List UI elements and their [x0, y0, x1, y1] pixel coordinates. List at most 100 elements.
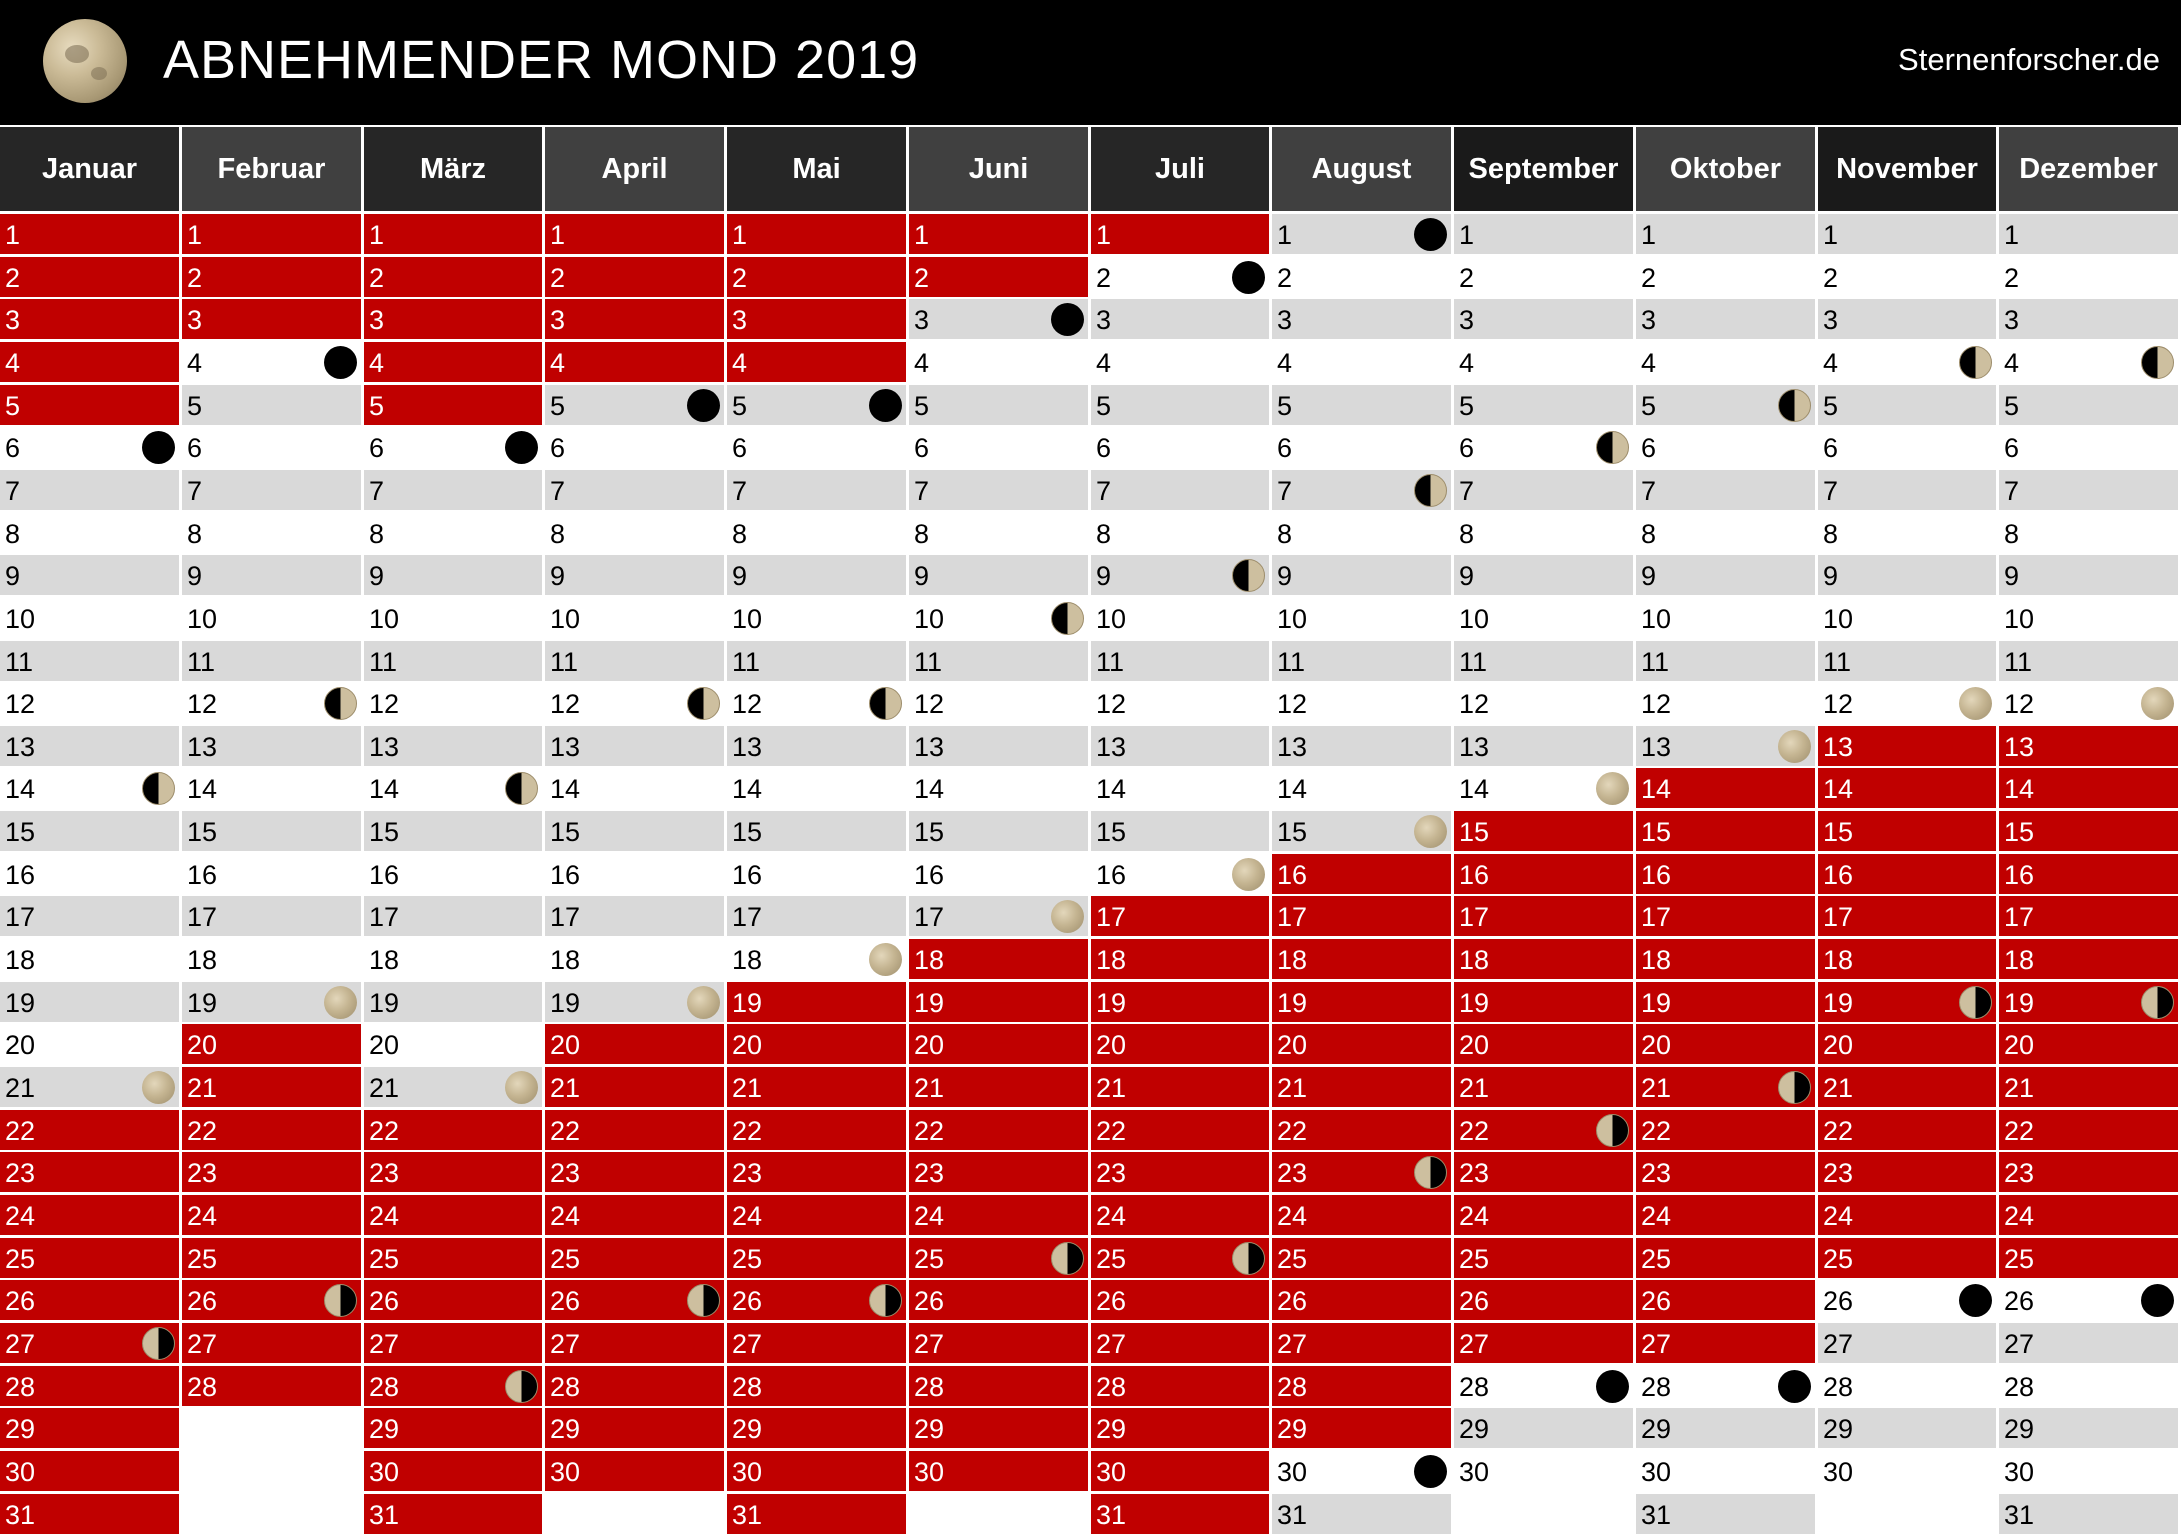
day-cell: 5 [909, 385, 1088, 425]
day-cell: 12 [727, 683, 906, 723]
day-number: 28 [369, 1372, 400, 1402]
day-cell: 9 [1454, 555, 1633, 595]
day-number: 16 [187, 860, 218, 890]
day-number: 29 [550, 1414, 581, 1444]
day-cell: 18 [1454, 939, 1633, 979]
day-number: 23 [369, 1158, 400, 1188]
day-number: 14 [550, 774, 581, 804]
day-number: 6 [914, 433, 930, 463]
day-number: 26 [2004, 1286, 2035, 1316]
day-number: 16 [1459, 860, 1490, 890]
day-cell: 19 [0, 982, 179, 1022]
day-number: 4 [1641, 348, 1657, 378]
full-moon-icon [142, 1071, 175, 1104]
day-number: 8 [1823, 519, 1839, 549]
day-cell: 17 [545, 896, 724, 936]
day-number: 3 [1823, 305, 1839, 335]
day-cell: 29 [909, 1408, 1088, 1448]
day-number: 1 [550, 220, 566, 250]
day-number: 5 [187, 391, 203, 421]
day-cell: 9 [182, 555, 361, 595]
day-cell: 16 [909, 854, 1088, 894]
day-cell: 16 [364, 854, 542, 894]
day-cell: 8 [1999, 513, 2178, 553]
day-number: 24 [732, 1201, 763, 1231]
day-number: 5 [1096, 391, 1112, 421]
day-number: 7 [1459, 476, 1475, 506]
day-cell: 17 [1091, 896, 1269, 936]
day-cell: 4 [909, 342, 1088, 382]
day-number: 17 [187, 902, 218, 932]
day-cell: 5 [545, 385, 724, 425]
day-cell: 14 [1999, 768, 2178, 808]
day-number: 5 [5, 391, 21, 421]
day-cell: 27 [182, 1323, 361, 1363]
day-cell: 12 [1454, 683, 1633, 723]
day-number: 7 [914, 476, 930, 506]
day-number: 24 [1459, 1201, 1490, 1231]
day-cell: 22 [1454, 1110, 1633, 1150]
day-number: 28 [1459, 1372, 1490, 1402]
day-number: 17 [1641, 902, 1672, 932]
day-cell: 11 [909, 641, 1088, 681]
day-number: 20 [1823, 1030, 1854, 1060]
day-number: 21 [1823, 1073, 1854, 1103]
day-cell: 15 [545, 811, 724, 851]
day-number: 16 [1641, 860, 1672, 890]
day-number: 16 [5, 860, 36, 890]
day-cell: 21 [182, 1067, 361, 1107]
day-number: 30 [914, 1457, 945, 1487]
day-cell: 27 [545, 1323, 724, 1363]
day-cell: 3 [182, 299, 361, 339]
day-cell: 12 [1636, 683, 1815, 723]
day-number: 8 [550, 519, 566, 549]
day-cell: 6 [364, 427, 542, 467]
first-quarter-icon [869, 687, 902, 720]
day-number: 29 [1096, 1414, 1127, 1444]
day-number: 31 [1641, 1500, 1672, 1530]
day-number: 23 [550, 1158, 581, 1188]
day-number: 19 [732, 988, 763, 1018]
day-cell: 29 [1636, 1408, 1815, 1448]
day-cell: 9 [1636, 555, 1815, 595]
day-cell: 5 [1818, 385, 1996, 425]
day-cell: 13 [545, 726, 724, 766]
day-cell: 21 [1818, 1067, 1996, 1107]
day-number: 11 [2004, 647, 2033, 677]
day-cell: 13 [1999, 726, 2178, 766]
day-number: 11 [1277, 647, 1306, 677]
day-number: 26 [1277, 1286, 1308, 1316]
day-cell: 12 [1999, 683, 2178, 723]
day-number: 30 [1823, 1457, 1854, 1487]
day-number: 1 [1459, 220, 1475, 250]
day-number: 7 [732, 476, 748, 506]
day-number: 30 [550, 1457, 581, 1487]
day-cell: 2 [364, 257, 542, 297]
day-cell: 11 [1454, 641, 1633, 681]
day-number: 13 [1823, 732, 1854, 762]
day-number: 23 [732, 1158, 763, 1188]
day-number: 18 [550, 945, 581, 975]
day-number: 13 [2004, 732, 2035, 762]
day-number: 10 [5, 604, 36, 634]
day-cell: 7 [727, 470, 906, 510]
day-number: 23 [1823, 1158, 1854, 1188]
day-cell: 10 [545, 598, 724, 638]
day-cell: 10 [1272, 598, 1451, 638]
day-number: 24 [5, 1201, 36, 1231]
day-number: 18 [2004, 945, 2035, 975]
day-number: 27 [914, 1329, 945, 1359]
day-number: 27 [550, 1329, 581, 1359]
day-number: 8 [732, 519, 748, 549]
day-number: 13 [187, 732, 218, 762]
day-cell: 4 [182, 342, 361, 382]
day-number: 14 [1459, 774, 1490, 804]
day-cell: 3 [1818, 299, 1996, 339]
day-number: 1 [187, 220, 203, 250]
day-number: 21 [732, 1073, 763, 1103]
day-cell: 27 [909, 1323, 1088, 1363]
day-cell: 23 [1454, 1152, 1633, 1192]
day-number: 23 [187, 1158, 218, 1188]
day-cell: 27 [1818, 1323, 1996, 1363]
day-cell: 14 [1091, 768, 1269, 808]
